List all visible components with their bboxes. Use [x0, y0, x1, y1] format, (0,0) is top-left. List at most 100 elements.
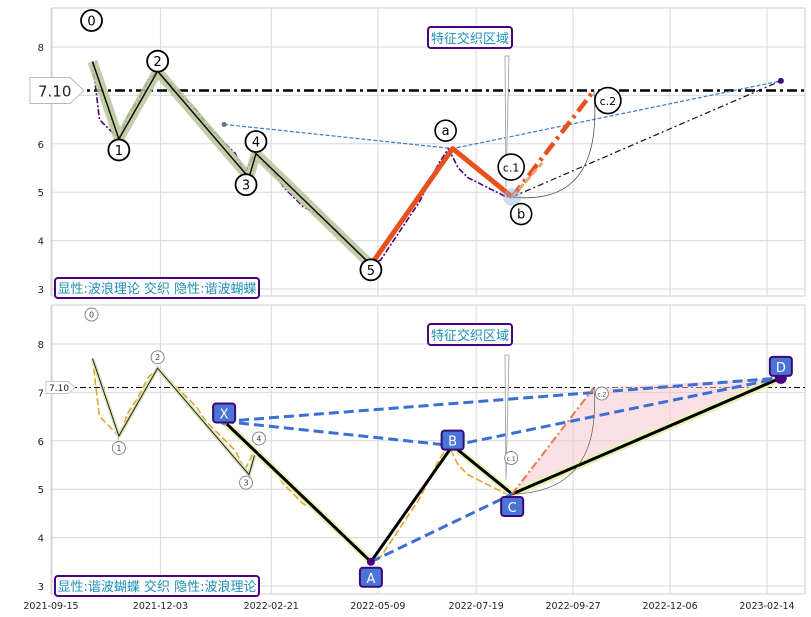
- harmonic-leg: [451, 444, 514, 496]
- feature-region-box: [427, 323, 513, 346]
- wave-small-circle: [111, 440, 126, 455]
- hline-label: 7.10: [38, 83, 71, 101]
- feature-region-label: 特征交织区域: [431, 31, 509, 47]
- wave-small-circle: [84, 307, 99, 322]
- hline-label: 7.10: [49, 384, 69, 394]
- harmonic-diagonal: [370, 492, 513, 564]
- b-glow: [503, 188, 522, 207]
- x-tick-label: 2022-02-21: [244, 601, 299, 612]
- harmonic-diagonal: [452, 376, 782, 448]
- hline-label-box: [29, 77, 85, 105]
- harmonic-leg-ab: [369, 444, 454, 563]
- wave-label-circle: [80, 9, 103, 32]
- wave-small-circle: [251, 431, 266, 446]
- harmonic-label-box: [440, 429, 465, 451]
- abc-label-circle: [509, 202, 533, 226]
- c-projection-line: [510, 89, 596, 199]
- y-tick-label: 3: [38, 285, 44, 296]
- y-tick-label: 4: [38, 534, 44, 545]
- abc-label: a: [442, 124, 450, 139]
- wave-label-circle: [244, 130, 268, 153]
- plot-frame: [51, 304, 806, 595]
- abc-label: b: [517, 208, 525, 223]
- harmonic-label: A: [366, 572, 375, 587]
- c-projection-line: [511, 386, 595, 495]
- harmonic-leg: [223, 420, 372, 563]
- abc-label: c.2: [600, 95, 617, 108]
- hline-label-box: [45, 381, 76, 394]
- wave-label: 2: [153, 55, 161, 70]
- x-tick-label: 2021-12-03: [133, 601, 188, 612]
- harmonic-label-box: [768, 355, 793, 377]
- c-arc: [512, 387, 595, 495]
- feature-region-label: 特征交织区域: [431, 328, 509, 344]
- wave-small-label: 2: [155, 353, 160, 362]
- y-tick-label: 5: [38, 485, 44, 496]
- harmonic-label: X: [220, 407, 229, 422]
- abc-label-circle: [594, 86, 622, 115]
- x-tick-label: 2023-02-14: [739, 601, 794, 612]
- y-tick-label: 6: [38, 437, 44, 448]
- abc-label: c.1: [503, 162, 520, 175]
- wave-small-label: 3: [243, 479, 248, 488]
- harmonic-leg: [511, 376, 782, 496]
- c-arc: [512, 90, 596, 199]
- wave-line-small: [92, 358, 257, 476]
- y-tick-label: 8: [38, 43, 44, 54]
- abc-line: [368, 146, 514, 267]
- caption-box: [54, 575, 260, 597]
- caption-label: 显性:波浪理论 交织 隐性:谐波蝴蝶: [57, 281, 256, 297]
- y-tick-label: 4: [38, 237, 44, 248]
- plot-frame: [51, 7, 806, 297]
- b-to-d-line: [511, 80, 782, 198]
- abc-label-circle: [434, 119, 457, 142]
- wave-label: 0: [87, 15, 95, 30]
- feature-region-box: [427, 26, 513, 49]
- wave-label: 4: [252, 135, 260, 150]
- wave-label-circle: [107, 138, 131, 162]
- wave-label: 3: [242, 179, 250, 194]
- y-tick-label: 3: [38, 582, 44, 593]
- wave-line: [91, 61, 372, 266]
- y-tick-label: 8: [38, 340, 44, 351]
- x-tick-label: 2022-05-09: [350, 601, 405, 612]
- harmonic-label-box: [500, 496, 525, 518]
- price-series-line: [91, 358, 517, 563]
- caption-label: 显性:谐波蝴蝶 交织 隐性:波浪理论: [57, 579, 256, 595]
- x-axis: 2021-09-15 2021-12-03 2022-02-21 2022-05-09…: [23, 601, 794, 612]
- harmonic-label-box: [358, 566, 383, 588]
- caption-box: [54, 277, 260, 299]
- harmonic-label: B: [448, 435, 457, 450]
- harmonic-diagonal: [223, 419, 453, 448]
- harmonic-label: D: [776, 361, 786, 376]
- harmonic-diagonal: [223, 376, 781, 423]
- wave-label-circle: [146, 49, 170, 73]
- y-tick-label: 6: [38, 140, 44, 151]
- wave-small-circle: [504, 451, 519, 466]
- x-tick-label: 2022-12-06: [642, 601, 697, 612]
- harmonic-label-box: [212, 402, 237, 424]
- wave-small-label: c.1: [507, 456, 516, 463]
- harmonic-x-dot: [221, 121, 227, 127]
- wave-small-label: 0: [89, 311, 94, 320]
- feature-arrow: [504, 354, 510, 481]
- harmonic-label: C: [508, 501, 517, 516]
- wave-small-circle: [150, 350, 165, 365]
- wave-label-circle: [234, 173, 258, 197]
- wave-small-circle: [239, 475, 254, 490]
- c-projection-light: [511, 162, 544, 199]
- x-tick-label: 2021-09-15: [23, 601, 78, 612]
- wave-small-label: c.2: [597, 392, 606, 399]
- wave-label-circle: [359, 258, 383, 282]
- wave-label: 5: [367, 264, 375, 279]
- abc-label-circle: [497, 153, 525, 181]
- x-tick-label: 2022-09-27: [546, 601, 601, 612]
- y-tick-label: 7: [38, 388, 44, 399]
- wave-small-label: 4: [256, 434, 261, 443]
- wave-small-circle: [594, 386, 609, 401]
- wave-label: 1: [115, 144, 123, 159]
- harmonic-dot: [366, 557, 375, 566]
